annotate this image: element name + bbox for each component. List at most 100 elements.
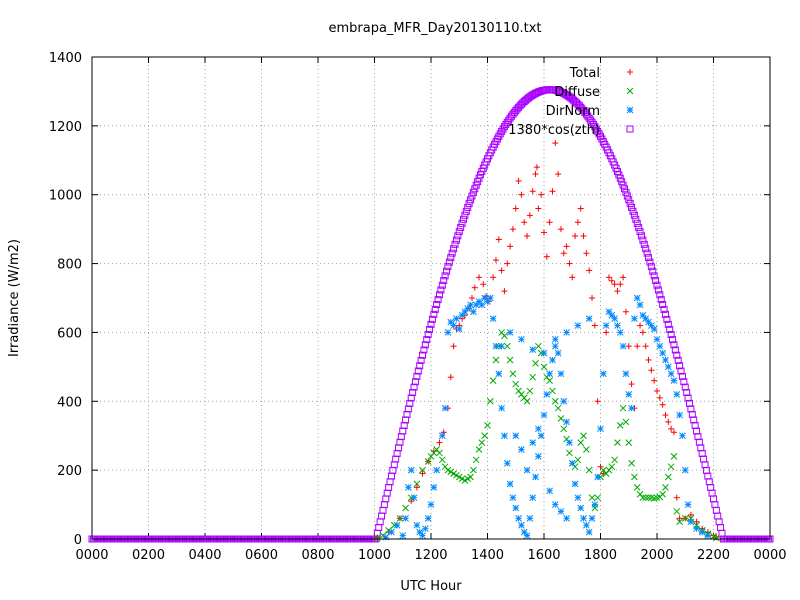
cross-point (645, 494, 652, 502)
envelope-point (386, 478, 394, 486)
star-point (486, 294, 494, 302)
envelope-point (411, 378, 419, 386)
star-point (405, 484, 412, 491)
cross-point (664, 473, 672, 481)
star-point (518, 521, 525, 529)
star-point (421, 525, 429, 533)
envelope-point (441, 272, 449, 280)
star-point (407, 466, 415, 474)
star-point (670, 377, 678, 384)
envelope-point (472, 181, 480, 189)
plus-point (566, 260, 573, 267)
star-point (698, 528, 706, 536)
envelope-point (471, 185, 479, 193)
envelope-point (705, 478, 713, 486)
plus-point (569, 274, 576, 281)
envelope-point (455, 228, 463, 236)
plus-point (538, 191, 545, 198)
plus-point (676, 515, 683, 522)
star-point (551, 335, 559, 343)
star-point (498, 404, 505, 412)
cross-point (583, 446, 590, 453)
plus-point (563, 243, 570, 250)
plus-point (555, 171, 562, 178)
envelope-point (622, 188, 630, 196)
envelope-point (618, 178, 626, 186)
envelope-point (457, 223, 465, 231)
x-tick-label: 2000 (640, 548, 673, 563)
star-point (470, 308, 477, 316)
cross-point (554, 404, 562, 412)
envelope-point (393, 449, 401, 457)
envelope-point (673, 351, 681, 359)
envelope-point (406, 399, 414, 407)
star-point (549, 356, 556, 364)
cross-point (633, 484, 641, 491)
cross-point (585, 466, 593, 474)
cross-point (523, 397, 531, 405)
cross-point (616, 422, 624, 429)
cross-point (534, 342, 542, 350)
envelope-point (379, 506, 387, 514)
cross-point (577, 439, 585, 446)
plot-frame (91, 56, 771, 540)
envelope-point (413, 372, 421, 380)
plus-point (480, 281, 487, 288)
envelope-point (714, 512, 722, 520)
star-point (659, 349, 667, 357)
envelope-point (450, 245, 458, 253)
star-point (537, 432, 545, 440)
envelope-point (636, 228, 644, 236)
star-point (523, 466, 531, 474)
cross-point (588, 494, 596, 502)
y-tick-label: 1400 (49, 51, 82, 66)
star-point (656, 342, 664, 350)
star-point (599, 370, 607, 378)
star-point (444, 329, 452, 336)
star-point (580, 514, 587, 522)
envelope-point (632, 215, 640, 223)
envelope-point (677, 367, 685, 375)
cross-point (438, 456, 446, 464)
cross-point (608, 463, 616, 471)
star-point (591, 501, 599, 508)
cross-point (402, 504, 409, 512)
plus-point (501, 288, 508, 295)
star-point (585, 315, 593, 323)
envelope-point (395, 444, 403, 452)
plus-point (413, 484, 420, 491)
envelope-point (621, 185, 629, 193)
star-point (424, 514, 432, 522)
star-point (628, 404, 635, 412)
plus-point (498, 267, 505, 274)
envelope-point (639, 236, 647, 244)
plus-point (518, 191, 525, 198)
plus-point (693, 518, 700, 525)
plus-point (603, 329, 610, 336)
star-point (614, 322, 621, 329)
star-point (653, 335, 661, 343)
cross-point (396, 514, 404, 522)
plus-point (594, 398, 601, 405)
envelope-point (707, 483, 715, 491)
envelope-point (421, 341, 429, 349)
cross-point (467, 473, 474, 481)
envelope-point (678, 372, 686, 380)
cross-point (486, 397, 494, 405)
plus-point (656, 394, 663, 401)
envelope-point (660, 305, 668, 313)
envelope-point (681, 383, 689, 391)
star-point (532, 473, 539, 481)
cross-point (639, 494, 647, 502)
envelope-point (659, 300, 667, 308)
star-point (676, 411, 683, 419)
envelope-point (669, 336, 677, 344)
y-tick-label: 600 (57, 326, 82, 341)
star-point (450, 322, 457, 329)
plus-point (533, 164, 540, 171)
cross-point (625, 439, 633, 446)
plus-point (541, 229, 547, 236)
legend-marker (626, 106, 634, 114)
star-point (636, 301, 644, 309)
star-point (523, 532, 531, 539)
